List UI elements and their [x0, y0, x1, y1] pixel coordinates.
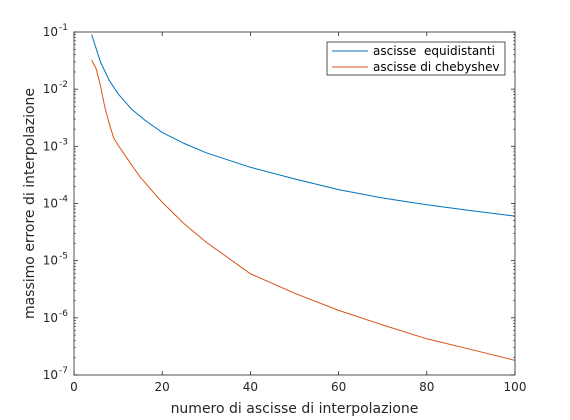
x-tick-label: 80 [419, 380, 434, 394]
legend: ascisse equidistanti ascisse di chebyshe… [326, 41, 506, 76]
y-tick-label-exponent: -1 [59, 23, 68, 33]
y-tick-label: 10 [43, 139, 58, 153]
x-tick-label: 20 [155, 380, 170, 394]
series-line-1 [91, 60, 515, 361]
plot-area [74, 32, 515, 375]
x-axis-label: numero di ascisse di interpolazione [171, 401, 419, 417]
x-tick-label: 40 [243, 380, 258, 394]
y-tick-label: 10 [43, 311, 58, 325]
series-layer [91, 34, 515, 361]
legend-label-chebyshev: ascisse di chebyshev [373, 60, 500, 74]
legend-label-equidistanti: ascisse equidistanti [373, 44, 495, 58]
x-tick-label: 60 [331, 380, 346, 394]
y-tick-label: 10 [43, 254, 58, 268]
series-line-0 [91, 34, 515, 217]
legend-box [326, 41, 506, 76]
y-tick-label: 10 [43, 368, 58, 382]
y-tick-label-exponent: -6 [59, 309, 68, 319]
y-tick-label: 10 [43, 197, 58, 211]
y-tick-label-exponent: -2 [59, 80, 68, 90]
y-tick-label-exponent: -4 [59, 195, 68, 205]
y-tick-label-exponent: -5 [59, 252, 68, 262]
y-tick-label: 10 [43, 25, 58, 39]
x-tick-label: 100 [504, 380, 527, 394]
x-tick-label: 0 [70, 380, 78, 394]
y-tick-label-exponent: -7 [59, 366, 68, 376]
y-tick-label-exponent: -3 [59, 137, 68, 147]
y-tick-label: 10 [43, 82, 58, 96]
y-axis-label: massimo errore di interpolazione [22, 88, 38, 319]
